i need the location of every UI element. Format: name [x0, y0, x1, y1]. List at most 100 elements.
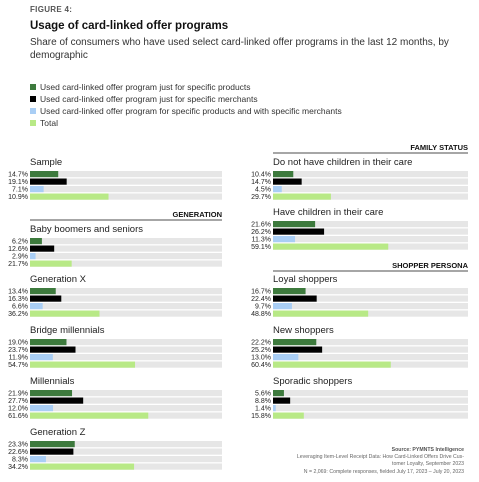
- value-label: 21.9%: [8, 391, 28, 398]
- bar: [30, 186, 44, 193]
- legend-swatch: [30, 108, 36, 114]
- bar-track: [30, 390, 222, 397]
- value-label: 4.5%: [255, 187, 271, 194]
- legend-label: Used card-linked offer program for speci…: [40, 106, 342, 116]
- bar: [30, 288, 56, 295]
- bar-track: [273, 288, 468, 295]
- value-label: 23.3%: [8, 442, 28, 449]
- value-label: 27.7%: [8, 398, 28, 405]
- bar-track: [30, 171, 222, 178]
- bar: [273, 171, 294, 178]
- bar: [30, 441, 75, 448]
- legend-swatch: [30, 84, 36, 90]
- bar: [30, 303, 43, 310]
- value-label: 6.2%: [12, 239, 28, 246]
- bar-track: [273, 193, 468, 200]
- value-label: 8.8%: [255, 398, 271, 405]
- chart-title: Usage of card-linked offer programs: [30, 20, 229, 32]
- bar: [273, 405, 276, 412]
- bar-track: [273, 228, 468, 235]
- bar: [30, 253, 36, 260]
- bar: [30, 245, 55, 252]
- value-label: 13.0%: [251, 355, 271, 362]
- value-label: 22.2%: [251, 340, 271, 347]
- group-label: Have children in their care: [273, 207, 383, 218]
- value-label: 61.6%: [8, 413, 28, 420]
- bar: [273, 412, 304, 419]
- source-line: tomer Loyalty, September 2023: [392, 461, 464, 468]
- bar-track: [273, 310, 468, 317]
- bar: [273, 221, 316, 228]
- group-label: Generation Z: [30, 427, 86, 438]
- bar-track: [273, 354, 468, 361]
- bar-track: [273, 303, 468, 310]
- figure-label: FIGURE 4:: [30, 5, 73, 14]
- bar: [30, 178, 67, 185]
- bar: [30, 260, 72, 267]
- bar: [30, 193, 109, 200]
- bar: [273, 339, 317, 346]
- value-label: 16.7%: [251, 289, 271, 296]
- bar-track: [30, 178, 222, 185]
- group-label: Bridge millennials: [30, 325, 105, 336]
- bar: [30, 405, 54, 412]
- legend-label: Total: [40, 118, 58, 128]
- group-label: Millennials: [30, 376, 75, 387]
- group-label: Generation X: [30, 274, 87, 285]
- section-header-family-status: FAMILY STATUS: [410, 143, 468, 152]
- bar-group: Have children in their care21.6%26.2%11.…: [251, 207, 468, 251]
- bar-track: [30, 260, 222, 267]
- group-label: Sample: [30, 157, 62, 168]
- group-label: Sporadic shoppers: [273, 376, 352, 387]
- bar: [30, 397, 84, 404]
- value-label: 21.7%: [8, 261, 28, 268]
- legend-item-merchants: Used card-linked offer program just for …: [30, 93, 342, 105]
- bar-track: [30, 448, 222, 455]
- source-line: Leveraging Item-Level Receipt Data: How …: [296, 454, 464, 461]
- bar: [273, 361, 391, 368]
- bar: [30, 171, 59, 178]
- bar: [30, 463, 135, 470]
- legend-swatch: [30, 96, 36, 102]
- value-label: 21.6%: [251, 222, 271, 229]
- bar-track: [273, 171, 468, 178]
- bar: [273, 236, 296, 243]
- group-label: Baby boomers and seniors: [30, 224, 143, 235]
- bar-track: [30, 295, 222, 302]
- legend-swatch: [30, 120, 36, 126]
- bar-track: [30, 456, 222, 463]
- bar-track: [273, 221, 468, 228]
- bar-track: [273, 346, 468, 353]
- legend-label: Used card-linked offer program just for …: [40, 94, 258, 104]
- legend: Used card-linked offer program just for …: [30, 81, 342, 129]
- bar: [30, 310, 100, 317]
- bar-track: [30, 238, 222, 245]
- value-label: 36.2%: [8, 311, 28, 318]
- value-label: 5.6%: [255, 391, 271, 398]
- value-label: 15.8%: [251, 413, 271, 420]
- bar-track: [273, 236, 468, 243]
- bar-group: Generation X13.4%16.3%6.6%36.2%: [8, 274, 222, 318]
- bar: [273, 303, 292, 310]
- chart-subtitle: Share of consumers who have used select …: [30, 37, 449, 61]
- bar-track: [30, 193, 222, 200]
- group-label: New shoppers: [273, 325, 334, 336]
- section-header-shopper-persona: SHOPPER PERSONA: [392, 261, 468, 270]
- value-label: 11.3%: [252, 237, 271, 244]
- group-label: Loyal shoppers: [273, 274, 338, 285]
- value-label: 60.4%: [251, 362, 271, 369]
- bar: [273, 354, 299, 361]
- legend-label: Used card-linked offer program just for …: [40, 82, 251, 92]
- value-label: 12.0%: [8, 406, 28, 413]
- bar: [30, 390, 73, 397]
- bar-track: [30, 303, 222, 310]
- bar: [273, 178, 302, 185]
- bar: [30, 238, 42, 245]
- bar-track: [273, 295, 468, 302]
- value-label: 34.2%: [8, 464, 28, 471]
- bar: [30, 339, 67, 346]
